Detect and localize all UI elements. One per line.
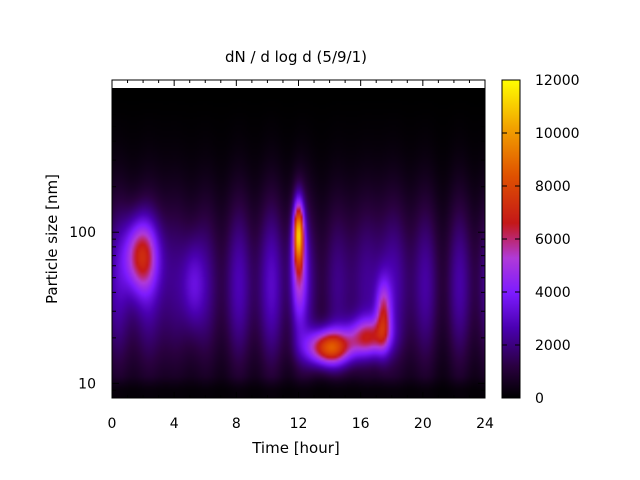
x-tick-label: 12 xyxy=(290,416,308,432)
x-axis-label: Time [hour] xyxy=(251,439,340,457)
colorbar-tick-label: 10000 xyxy=(535,126,580,142)
colorbar-tick-label: 2000 xyxy=(535,338,571,354)
y-axis: 10 100 xyxy=(69,95,485,392)
y-tick-label: 100 xyxy=(69,225,96,241)
colorbar-tick-label: 4000 xyxy=(535,285,571,301)
x-tick-label: 4 xyxy=(170,416,179,432)
y-axis-label: Particle size [nm] xyxy=(43,174,61,304)
heatmap-area xyxy=(112,88,485,398)
colorbar-axis: 0 2000 4000 6000 8000 10000 12000 xyxy=(502,73,580,407)
x-tick-label: 24 xyxy=(476,416,494,432)
y-tick-label: 10 xyxy=(78,376,96,392)
x-tick-label: 20 xyxy=(414,416,432,432)
x-tick-label: 16 xyxy=(352,416,370,432)
chart-title: dN / d log d (5/9/1) xyxy=(225,48,367,66)
colorbar-tick-label: 12000 xyxy=(535,73,580,89)
heatmap-image xyxy=(112,88,485,398)
colorbar-tick-label: 6000 xyxy=(535,232,571,248)
colorbar-tick-label: 8000 xyxy=(535,179,571,195)
x-tick-label: 0 xyxy=(108,416,117,432)
colorbar-tick-label: 0 xyxy=(535,391,544,407)
x-axis: 0 4 8 12 16 20 24 xyxy=(108,80,494,432)
x-tick-label: 8 xyxy=(232,416,241,432)
